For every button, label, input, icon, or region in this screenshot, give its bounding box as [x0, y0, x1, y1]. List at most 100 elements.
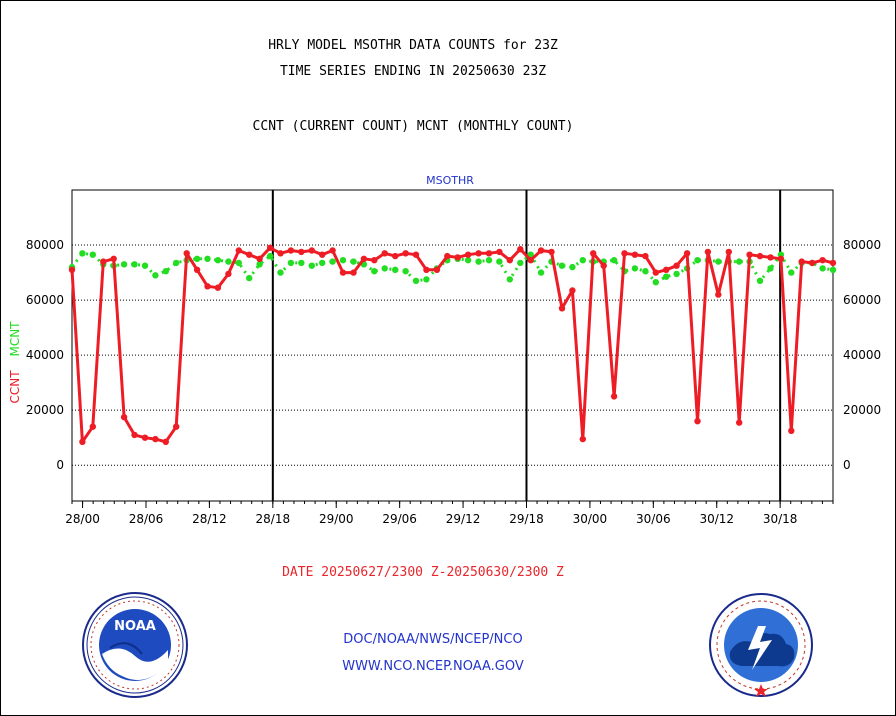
data-point-mcnt [423, 276, 430, 283]
data-point-ccnt [694, 418, 701, 425]
time-series-chart: MSOTHR 0 0 20000 20000 40000 40000 60000 60000 8… [8, 174, 881, 526]
data-point-mcnt [89, 251, 97, 258]
y-tick-label-right: 20000 [843, 403, 881, 417]
data-point-ccnt [579, 435, 586, 443]
data-point-mcnt [756, 277, 764, 284]
data-point-ccnt [298, 248, 305, 256]
data-point-mcnt [412, 277, 420, 284]
data-point-mcnt [537, 269, 545, 276]
data-point-ccnt [89, 423, 97, 430]
footer-url-text[interactable]: WWW.NCO.NCEP.NOAA.GOV [342, 659, 524, 674]
plot-title: MSOTHR [426, 174, 474, 187]
data-point-ccnt [704, 248, 712, 256]
y-tick-label-left: 0 [56, 458, 64, 472]
data-point-mcnt [246, 274, 253, 282]
y-tick-label-right: 40000 [843, 348, 881, 362]
data-point-ccnt [788, 427, 795, 434]
data-point-ccnt [183, 250, 190, 257]
noaa-logo: NOAA [82, 592, 188, 698]
data-point-ccnt [120, 413, 128, 421]
data-point-ccnt [715, 291, 722, 298]
y-tick-label-right: 60000 [843, 293, 881, 307]
data-point-ccnt [131, 431, 138, 439]
chart-subtitle: CCNT (CURRENT COUNT) MCNT (MONTHLY COUNT… [252, 119, 574, 134]
data-point-ccnt [79, 438, 86, 445]
x-tick-label: 29/18 [509, 512, 544, 526]
data-point-ccnt [423, 266, 430, 273]
data-point-ccnt [360, 255, 368, 262]
data-point-mcnt [631, 265, 639, 272]
data-point-ccnt [173, 423, 180, 430]
data-point-ccnt [496, 248, 503, 256]
ylabel-mcnt: MCNT [8, 321, 22, 357]
data-point-ccnt [767, 254, 774, 261]
chart-title-line-2: TIME SERIES ENDING IN 20250630 23Z [279, 64, 547, 79]
x-tick-label: 29/06 [382, 512, 417, 526]
data-point-ccnt [819, 257, 826, 264]
data-point-mcnt [256, 261, 263, 268]
y-tick-label-right: 80000 [843, 238, 881, 252]
data-point-ccnt [68, 266, 76, 273]
data-point-mcnt [569, 263, 576, 271]
nws-logo [709, 593, 813, 697]
noaa-logo-text: NOAA [114, 619, 156, 634]
data-point-mcnt [277, 269, 284, 276]
x-tick-label: 30/00 [573, 512, 608, 526]
data-point-ccnt [402, 250, 409, 257]
data-point-ccnt [663, 266, 670, 273]
data-point-mcnt [464, 257, 472, 264]
data-point-ccnt [214, 284, 222, 291]
data-point-ccnt [319, 251, 326, 258]
data-point-ccnt [725, 248, 732, 256]
data-point-ccnt [642, 252, 649, 260]
data-point-mcnt [193, 255, 201, 262]
axis-layer: 0 0 20000 20000 40000 40000 60000 60000 80000 800… [26, 189, 881, 526]
date-range-label: DATE 20250627/2300 Z-20250630/2300 Z [282, 565, 564, 580]
data-point-ccnt [537, 247, 545, 254]
data-point-mcnt [235, 259, 242, 267]
data-point-mcnt [694, 257, 701, 264]
data-point-mcnt [329, 258, 336, 265]
data-point-ccnt [610, 393, 618, 400]
x-tick-label: 28/06 [129, 512, 164, 526]
x-tick-label: 28/12 [192, 512, 227, 526]
data-point-ccnt [277, 250, 284, 257]
data-point-ccnt [412, 251, 420, 258]
data-point-mcnt [475, 258, 482, 265]
data-point-ccnt [548, 248, 555, 256]
data-point-mcnt [131, 261, 138, 268]
data-point-ccnt [621, 250, 628, 257]
data-point-mcnt [339, 257, 347, 264]
x-tick-label: 29/00 [319, 512, 354, 526]
data-point-ccnt [652, 269, 659, 276]
day-separator-layer [271, 190, 782, 501]
data-point-mcnt [266, 252, 274, 260]
data-point-ccnt [266, 244, 274, 251]
x-tick-label: 30/06 [636, 512, 671, 526]
data-point-ccnt [110, 255, 117, 262]
data-point-mcnt [173, 259, 180, 267]
grid-layer [72, 244, 833, 466]
data-point-mcnt [371, 268, 378, 275]
data-point-ccnt [350, 269, 357, 276]
data-point-mcnt [308, 262, 315, 269]
data-point-ccnt [246, 251, 253, 258]
data-point-ccnt [809, 259, 816, 267]
data-point-ccnt [256, 255, 263, 262]
data-point-ccnt [235, 247, 242, 254]
data-point-mcnt [579, 257, 586, 264]
data-point-ccnt [756, 252, 764, 260]
data-point-mcnt [663, 273, 670, 280]
data-point-ccnt [590, 250, 597, 257]
y-tick-label-left: 20000 [26, 403, 64, 417]
data-point-mcnt [715, 258, 722, 265]
data-point-mcnt [642, 268, 649, 275]
x-tick-label: 28/00 [65, 512, 100, 526]
data-point-mcnt [350, 258, 357, 265]
data-point-mcnt [610, 257, 618, 264]
data-point-ccnt [204, 283, 211, 290]
data-point-ccnt [308, 247, 315, 254]
data-point-mcnt [298, 259, 305, 267]
data-point-ccnt [829, 259, 837, 267]
data-point-mcnt [767, 265, 774, 272]
